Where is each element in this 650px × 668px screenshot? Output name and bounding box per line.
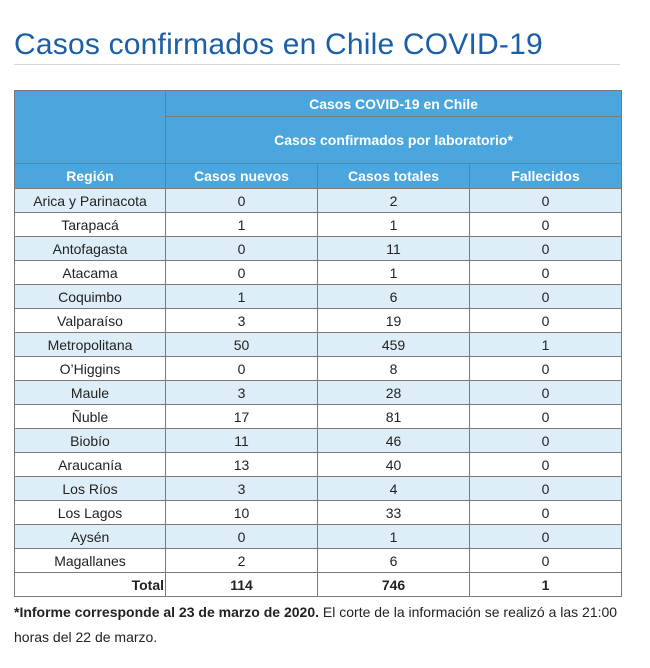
region-cell: Tarapacá	[14, 212, 166, 237]
fallecidos-cell: 0	[469, 380, 622, 405]
casos-nuevos-cell: 11	[165, 428, 318, 453]
casos-nuevos-cell: 3	[165, 380, 318, 405]
casos-nuevos-cell: 17	[165, 404, 318, 429]
region-cell: Arica y Parinacota	[14, 188, 166, 213]
column-header-casos-totales: Casos totales	[317, 163, 470, 189]
casos-totales-cell: 1	[317, 524, 470, 549]
casos-totales-cell: 40	[317, 452, 470, 477]
title-divider	[14, 64, 620, 65]
casos-nuevos-cell: 13	[165, 452, 318, 477]
casos-totales-cell: 81	[317, 404, 470, 429]
footnote-text: El corte de la información se realizó a …	[14, 604, 618, 645]
casos-nuevos-cell: 0	[165, 524, 318, 549]
fallecidos-cell: 0	[469, 548, 622, 573]
casos-nuevos-cell: 0	[165, 260, 318, 285]
fallecidos-cell: 0	[469, 476, 622, 501]
casos-totales-cell: 6	[317, 548, 470, 573]
fallecidos-cell: 0	[469, 308, 622, 333]
covid-cases-table: Casos COVID-19 en Chile Casos confirmado…	[14, 90, 622, 597]
casos-nuevos-cell: 3	[165, 308, 318, 333]
region-cell: Antofagasta	[14, 236, 166, 261]
table-row: O’Higgins 0 8 0	[14, 356, 622, 381]
fallecidos-cell: 0	[469, 236, 622, 261]
casos-nuevos-cell: 50	[165, 332, 318, 357]
page-title: Casos confirmados en Chile COVID-19	[14, 28, 543, 62]
casos-totales-cell: 33	[317, 500, 470, 525]
region-cell: Maule	[14, 380, 166, 405]
fallecidos-cell: 0	[469, 356, 622, 381]
region-cell: Aysén	[14, 524, 166, 549]
column-header-casos-nuevos: Casos nuevos	[165, 163, 318, 189]
region-cell: O’Higgins	[14, 356, 166, 381]
fallecidos-cell: 0	[469, 188, 622, 213]
casos-totales-cell: 28	[317, 380, 470, 405]
casos-nuevos-cell: 1	[165, 212, 318, 237]
casos-totales-cell: 1	[317, 212, 470, 237]
region-cell: Coquimbo	[14, 284, 166, 309]
footnote: *Informe corresponde al 23 de marzo de 2…	[14, 600, 624, 650]
region-cell: Metropolitana	[14, 332, 166, 357]
table-row: Ñuble 17 81 0	[14, 404, 622, 429]
fallecidos-cell: 0	[469, 260, 622, 285]
table-row: Arica y Parinacota 0 2 0	[14, 188, 622, 213]
table-row: Araucanía 13 40 0	[14, 452, 622, 477]
table-row: Metropolitana 50 459 1	[14, 332, 622, 357]
table-row: Antofagasta 0 11 0	[14, 236, 622, 261]
fallecidos-cell: 1	[469, 332, 622, 357]
footnote-bold: *Informe corresponde al 23 de marzo de 2…	[14, 604, 320, 620]
region-cell: Araucanía	[14, 452, 166, 477]
table-row: Magallanes 2 6 0	[14, 548, 622, 573]
casos-nuevos-cell: 3	[165, 476, 318, 501]
fallecidos-cell: 0	[469, 428, 622, 453]
fallecidos-cell: 0	[469, 452, 622, 477]
fallecidos-cell: 0	[469, 404, 622, 429]
casos-totales-cell: 8	[317, 356, 470, 381]
casos-nuevos-cell: 2	[165, 548, 318, 573]
table-row: Los Lagos 10 33 0	[14, 500, 622, 525]
casos-totales-cell: 46	[317, 428, 470, 453]
table-total-row: Total 114 746 1	[14, 572, 622, 597]
table-row: Valparaíso 3 19 0	[14, 308, 622, 333]
region-cell: Atacama	[14, 260, 166, 285]
table-row: Coquimbo 1 6 0	[14, 284, 622, 309]
fallecidos-cell: 0	[469, 284, 622, 309]
table-row: Tarapacá 1 1 0	[14, 212, 622, 237]
casos-totales-cell: 19	[317, 308, 470, 333]
region-cell: Los Lagos	[14, 500, 166, 525]
casos-nuevos-cell: 0	[165, 236, 318, 261]
casos-totales-cell: 6	[317, 284, 470, 309]
total-casos-nuevos: 114	[165, 572, 318, 597]
table-main-header: Casos COVID-19 en Chile	[165, 90, 622, 117]
casos-totales-cell: 11	[317, 236, 470, 261]
column-header-fallecidos: Fallecidos	[469, 163, 622, 189]
fallecidos-cell: 0	[469, 212, 622, 237]
region-cell: Magallanes	[14, 548, 166, 573]
header-blank-cell	[14, 90, 166, 164]
table-row: Maule 3 28 0	[14, 380, 622, 405]
total-label: Total	[14, 572, 166, 597]
casos-totales-cell: 1	[317, 260, 470, 285]
casos-totales-cell: 2	[317, 188, 470, 213]
table-row: Atacama 0 1 0	[14, 260, 622, 285]
table-row: Biobío 11 46 0	[14, 428, 622, 453]
casos-totales-cell: 459	[317, 332, 470, 357]
total-casos-totales: 746	[317, 572, 470, 597]
casos-nuevos-cell: 10	[165, 500, 318, 525]
region-cell: Ñuble	[14, 404, 166, 429]
total-fallecidos: 1	[469, 572, 622, 597]
region-cell: Los Ríos	[14, 476, 166, 501]
fallecidos-cell: 0	[469, 524, 622, 549]
casos-nuevos-cell: 0	[165, 188, 318, 213]
casos-nuevos-cell: 1	[165, 284, 318, 309]
region-cell: Biobío	[14, 428, 166, 453]
column-header-region: Región	[14, 163, 166, 189]
table-row: Los Ríos 3 4 0	[14, 476, 622, 501]
region-cell: Valparaíso	[14, 308, 166, 333]
casos-nuevos-cell: 0	[165, 356, 318, 381]
casos-totales-cell: 4	[317, 476, 470, 501]
fallecidos-cell: 0	[469, 500, 622, 525]
table-row: Aysén 0 1 0	[14, 524, 622, 549]
table-sub-header: Casos confirmados por laboratorio*	[165, 116, 622, 164]
